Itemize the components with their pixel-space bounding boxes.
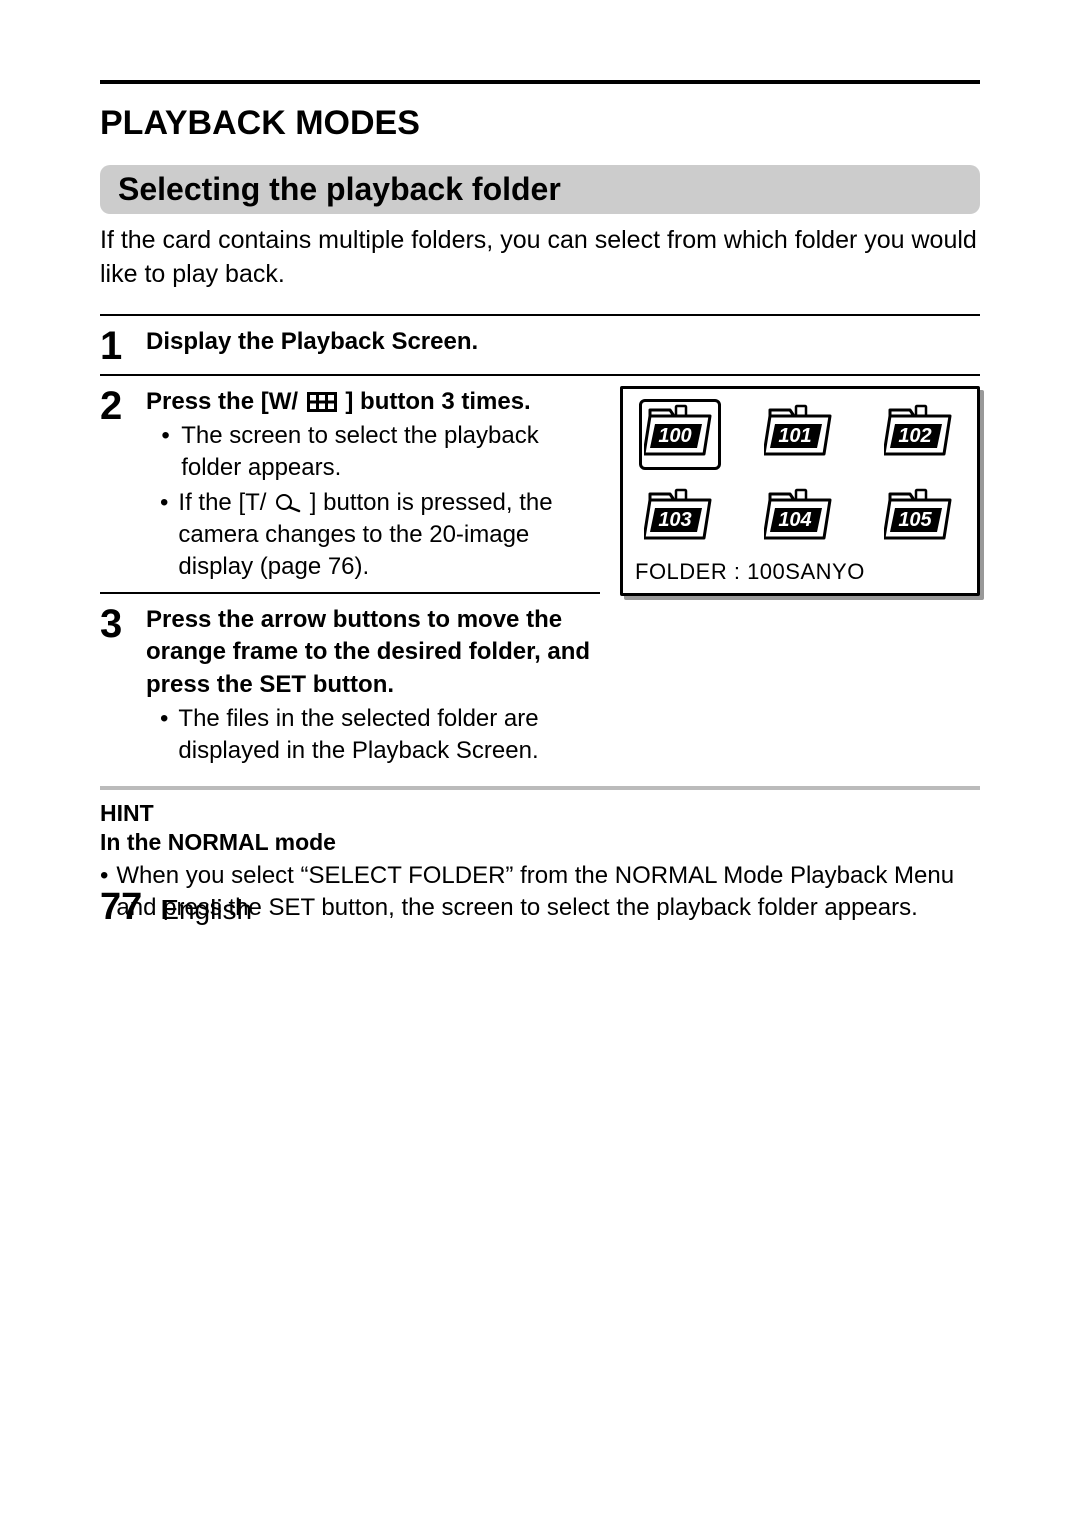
step-2: 2 Press the [W/ (100, 386, 600, 584)
bullet-text: The screen to select the playback folder… (181, 420, 600, 485)
svg-text:104: 104 (778, 509, 811, 531)
step-number: 3 (100, 604, 128, 644)
divider (100, 592, 600, 594)
divider-gray (100, 786, 980, 790)
intro-text: If the card contains multiple folders, y… (100, 224, 980, 292)
step-body: Press the [W/ (146, 386, 600, 584)
bullet-text: The files in the selected folder are dis… (178, 703, 600, 768)
step-heading: Display the Playback Screen. (146, 326, 980, 358)
folder-cell: 100 (635, 399, 725, 470)
page-language: English (160, 894, 252, 926)
folder-cell: 101 (755, 399, 845, 470)
svg-text:105: 105 (898, 509, 932, 531)
step-heading: Press the [W/ (146, 386, 600, 418)
hint-heading: HINT (100, 800, 980, 827)
step-number: 1 (100, 326, 128, 366)
bullet: • The screen to select the playback fold… (146, 420, 600, 485)
right-column: 100 101 102 103 104 105 FOLDER : 100SANYO (620, 386, 980, 596)
bullet-dot-icon: • (160, 420, 171, 452)
step-number: 2 (100, 386, 128, 426)
folder-icon: 104 (764, 488, 836, 549)
folder-cell: 102 (875, 399, 965, 470)
folder-icon: 101 (764, 404, 836, 465)
bullet-dot-icon: • (160, 487, 168, 519)
manual-page: PLAYBACK MODES Selecting the playback fo… (0, 0, 1080, 975)
bullet-dot-icon: • (160, 703, 168, 735)
folder-cell: 104 (755, 488, 845, 549)
step-heading: Press the arrow buttons to move the oran… (146, 604, 600, 701)
folder-cell: 105 (875, 488, 965, 549)
folder-icon: 105 (884, 488, 956, 549)
step-2-row: 2 Press the [W/ (100, 386, 980, 768)
lcd-caption: FOLDER : 100SANYO (635, 559, 965, 585)
step-body: Display the Playback Screen. (146, 326, 980, 358)
folder-icon: 103 (644, 488, 716, 549)
step-1: 1 Display the Playback Screen. (100, 326, 980, 366)
svg-text:103: 103 (658, 509, 691, 531)
top-rule (100, 80, 980, 84)
bullet: • The files in the selected folder are d… (146, 703, 600, 768)
step-3: 3 Press the arrow buttons to move the or… (100, 604, 600, 768)
section-subtitle: Selecting the playback folder (100, 165, 980, 214)
thumbnail-grid-icon (307, 392, 337, 412)
divider (100, 314, 980, 316)
folder-icon-selected: 100 (639, 399, 721, 470)
folder-icon: 102 (884, 404, 956, 465)
step2-head-pre: Press the [W/ (146, 388, 298, 415)
hint-subheading: In the NORMAL mode (100, 829, 980, 856)
bullet-text: If the [T/ ] button is pressed, the came… (178, 487, 600, 584)
step-body: Press the arrow buttons to move the oran… (146, 604, 600, 768)
divider (100, 374, 980, 376)
svg-text:102: 102 (898, 425, 931, 447)
left-column: 2 Press the [W/ (100, 386, 600, 768)
svg-text:101: 101 (778, 425, 811, 447)
step2-head-post: ] button 3 times. (345, 388, 530, 415)
folder-grid: 100 101 102 103 104 105 (635, 399, 965, 549)
page-footer: 77 English (100, 886, 252, 929)
folder-cell: 103 (635, 488, 725, 549)
svg-text:100: 100 (658, 425, 691, 447)
bullet: • If the [T/ ] button is pressed, the ca… (146, 487, 600, 584)
magnifier-icon (275, 493, 301, 513)
page-title: PLAYBACK MODES (100, 104, 980, 143)
page-number: 77 (100, 886, 142, 929)
b2-pre: If the [T/ (178, 489, 266, 516)
lcd-screen: 100 101 102 103 104 105 FOLDER : 100SANYO (620, 386, 980, 596)
